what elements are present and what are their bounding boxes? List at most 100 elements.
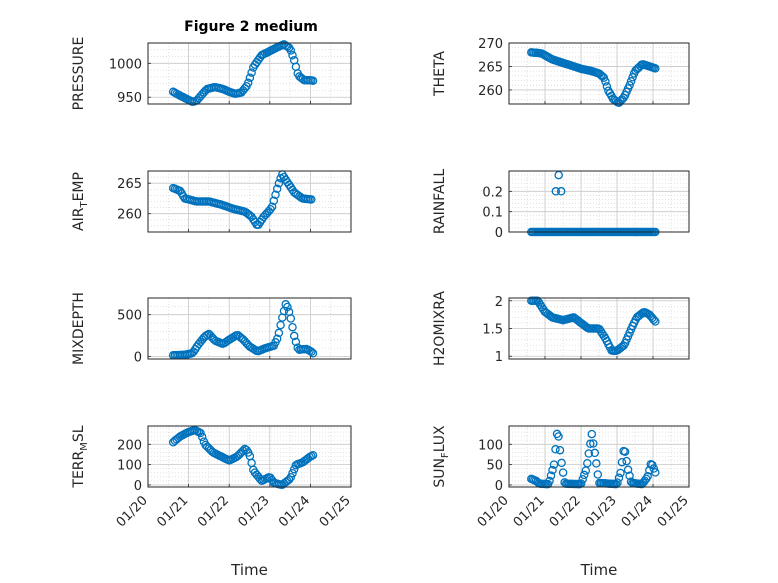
ytick-label: 270 (478, 37, 503, 52)
data-point (649, 464, 659, 473)
data-point (622, 456, 631, 466)
xtick-label: 01/21 (511, 493, 548, 530)
ylabel: PRESSURE (71, 37, 87, 111)
data-point (620, 447, 630, 456)
data-point (643, 472, 652, 481)
data-point (267, 202, 277, 211)
data-point (584, 449, 594, 458)
data-point (243, 78, 253, 88)
xtick-label: 01/20 (114, 493, 151, 530)
xtick-label: 01/20 (475, 493, 512, 530)
ytick-label: 2 (495, 295, 503, 310)
ytick-label: 0 (134, 350, 142, 365)
data-point (548, 465, 557, 475)
xtick-label: 01/25 (655, 493, 692, 530)
data-point (307, 195, 316, 204)
data-point (589, 439, 598, 448)
subplot-terr-msl: 0 100 200 TERRMSL 01/20 01/21 01/22 01/23 01/24 0… (71, 425, 354, 579)
data-point (628, 73, 637, 82)
subplot-rainfall: 0 0.1 0.2 RAINFALL (432, 169, 690, 241)
data-point (554, 432, 563, 441)
data-point (616, 468, 625, 478)
data-point (583, 458, 592, 468)
ylabel: THETA (432, 51, 448, 97)
data-point (651, 64, 660, 73)
data-point (247, 68, 256, 77)
ylabel: SUNFLUX (432, 425, 451, 488)
data-point (613, 478, 622, 487)
subplot-pressure: 950 1000 PRESSURE (71, 37, 352, 111)
ytick-label: 100 (478, 438, 503, 453)
data-point (617, 457, 627, 467)
xtick-label: 01/24 (276, 493, 313, 530)
data-point (291, 337, 301, 347)
data-point (272, 334, 282, 344)
data-point (556, 187, 566, 196)
ytick-label: 265 (117, 177, 142, 192)
data-point (614, 473, 624, 483)
subplot-air-temp: 260 265 AIRTEMP (71, 170, 352, 233)
subplot-mixdepth: 0 500 MIXDEPTH (71, 292, 352, 365)
data-point (625, 471, 634, 481)
ytick-label: 0 (134, 479, 142, 494)
ytick-label: 200 (117, 438, 142, 453)
ytick-label: 950 (117, 91, 142, 106)
data-point (649, 315, 659, 324)
ylabel: TERRMSL (71, 425, 90, 488)
data-point (245, 73, 255, 82)
figure-title: Figure 2 medium (184, 19, 318, 35)
ytick-label: 50 (486, 459, 503, 474)
data-point (555, 445, 565, 455)
ytick-label: 1.5 (482, 323, 503, 338)
data-point (283, 302, 292, 312)
ylabel: MIXDEPTH (71, 292, 87, 365)
data-point (545, 476, 554, 486)
ytick-label: 265 (478, 60, 503, 75)
data-point (284, 475, 294, 484)
data-point (590, 448, 600, 458)
data-point (546, 471, 556, 480)
xtick-label: 01/21 (154, 493, 191, 530)
data-point (587, 429, 597, 439)
data-point (286, 472, 296, 482)
ytick-label: 0.2 (482, 185, 503, 200)
subplot-theta: 260 265 270 THETA (432, 37, 690, 108)
data-point (274, 328, 284, 338)
data-point (274, 179, 284, 188)
axes-frame (508, 297, 690, 360)
data-point (308, 450, 318, 460)
axes-frame (508, 170, 690, 233)
data-point (651, 468, 660, 477)
data-point (626, 77, 636, 86)
axes-frame (147, 42, 352, 105)
data-point (625, 80, 634, 90)
ytick-label: 1 (495, 350, 503, 365)
ylabel: AIRTEMP (71, 172, 90, 231)
xtick-label: 01/23 (236, 493, 273, 530)
data-point (276, 320, 285, 330)
data-point (289, 331, 299, 341)
data-point (592, 459, 601, 468)
subplot-sun-flux: 0 50 100 SUNFLUX 01/2001/2101/2201/2301/2401… (432, 425, 692, 579)
data-point (578, 474, 587, 484)
ytick-label: 0 (495, 226, 503, 241)
data-point (601, 77, 610, 86)
data-point (288, 51, 297, 60)
subplot-h2omixra: 1 1.5 2 H2OMIXRA (432, 291, 690, 366)
data-point (579, 470, 589, 480)
data-point (238, 446, 248, 455)
axes-frame (147, 170, 352, 233)
data-point (551, 187, 561, 196)
data-point (269, 196, 279, 206)
data-point (308, 349, 318, 358)
xtick-label: 01/22 (547, 493, 584, 530)
data-point (586, 439, 595, 449)
data-point (307, 347, 316, 356)
ylabel: RAINFALL (432, 169, 448, 234)
data-point (286, 46, 296, 55)
ylabel: H2OMIXRA (432, 291, 448, 366)
data-point (623, 465, 633, 475)
data-point (288, 468, 297, 478)
ytick-label: 260 (478, 84, 503, 99)
